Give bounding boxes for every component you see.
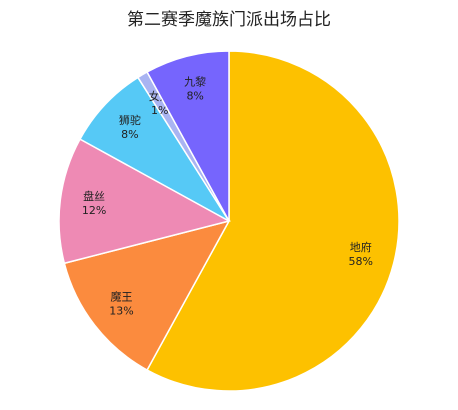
chart-title: 第二赛季魔族门派出场占比 bbox=[127, 9, 331, 30]
slice-label: 地府 bbox=[350, 240, 372, 254]
pie-slice bbox=[63, 219, 231, 371]
value-label: 1% bbox=[151, 104, 168, 117]
value-label: 8% bbox=[186, 89, 203, 102]
slice-label: 盘丝 bbox=[83, 189, 105, 203]
value-label: 12% bbox=[82, 204, 106, 217]
pie-slice bbox=[58, 138, 232, 265]
pie-slice bbox=[146, 50, 400, 392]
value-label: 8% bbox=[121, 128, 138, 141]
value-label: 13% bbox=[109, 304, 133, 317]
slice-label: 九黎 bbox=[184, 74, 206, 88]
pie-slice bbox=[146, 50, 230, 222]
value-label: 58% bbox=[349, 255, 373, 268]
slice-label: 狮驼 bbox=[119, 113, 141, 127]
slice-label: 魔王 bbox=[111, 289, 133, 303]
